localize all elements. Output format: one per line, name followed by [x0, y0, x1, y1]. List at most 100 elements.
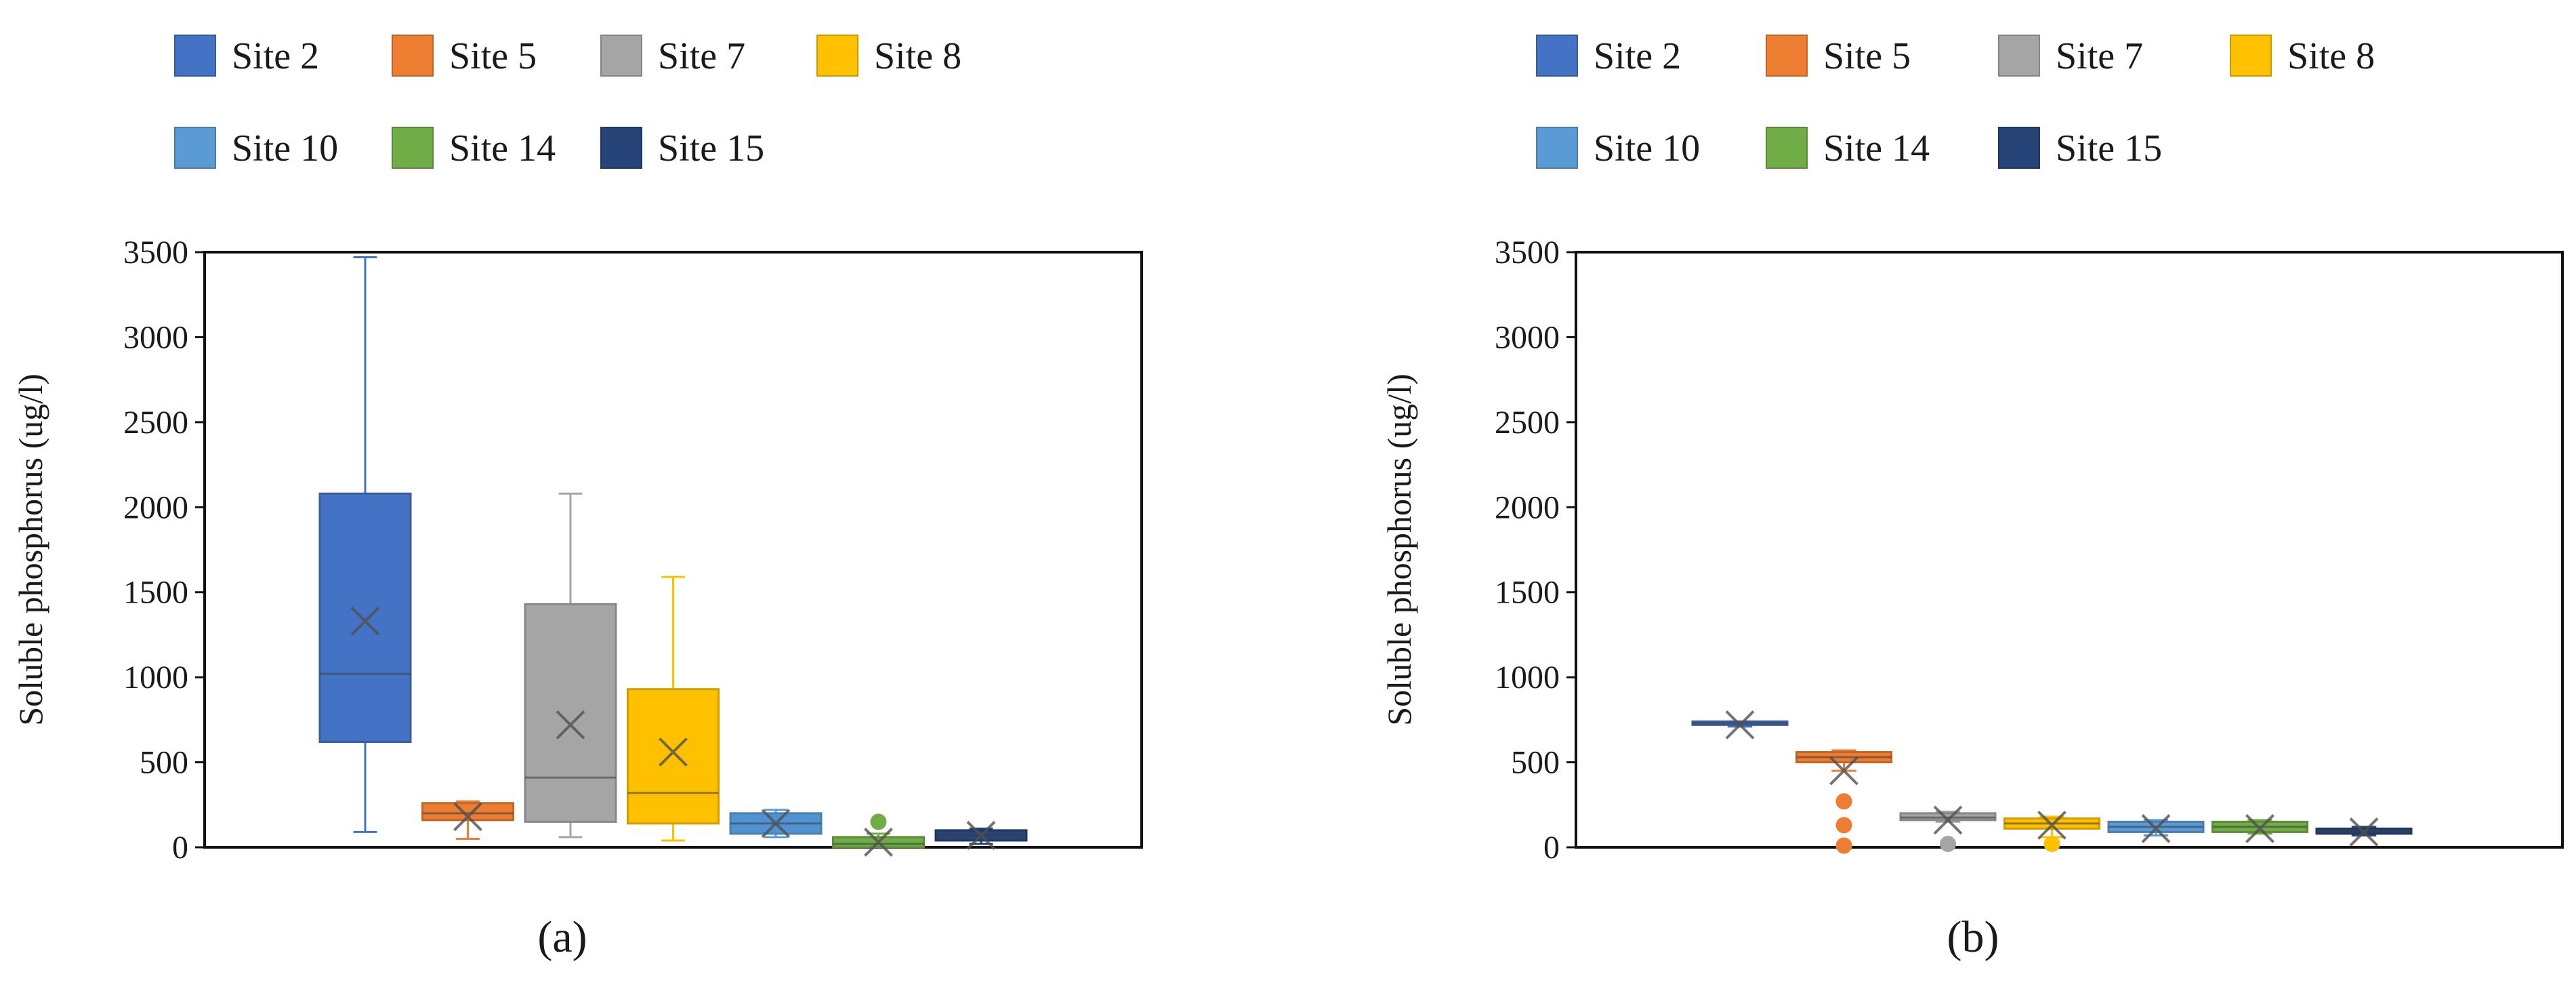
legend-swatch [600, 127, 642, 169]
y-tick-label: 0 [1543, 830, 1560, 866]
box-site-10 [2107, 813, 2205, 843]
legend-label: Site 5 [1823, 35, 1911, 77]
box-site-5 [421, 800, 514, 840]
legend-item: Site 2 [1536, 35, 1681, 77]
box-site-15 [2315, 817, 2413, 847]
legend-label: Site 15 [2056, 127, 2162, 169]
y-tick-label: 2500 [1495, 405, 1560, 441]
y-tick-label: 1000 [123, 660, 188, 695]
y-tick-label: 2500 [123, 405, 188, 441]
box-body [524, 603, 617, 823]
mean-marker [2349, 817, 2379, 847]
box-site-2 [318, 256, 412, 833]
legend-swatch [2230, 35, 2272, 77]
legend-label: Site 10 [1594, 127, 1700, 169]
legend-swatch [1536, 127, 1578, 169]
y-axis-label: Soluble phosphorus (ug/l) [1380, 373, 1418, 725]
legend-label: Site 5 [449, 35, 537, 77]
legend-label: Site 2 [232, 35, 319, 77]
legend-label: Site 7 [658, 35, 745, 77]
y-tick-label: 500 [140, 745, 188, 781]
box-site-10 [729, 809, 823, 838]
chart-panel-a: Site 2 Site 5 Site 7 Site 8 Site 10 Site 14 Si… [12, 35, 1143, 962]
legend-label: Site 8 [874, 35, 961, 77]
legend-swatch [174, 35, 216, 77]
mean-marker [966, 821, 996, 850]
mean-marker [2141, 813, 2171, 843]
y-tick-label: 3500 [123, 235, 188, 270]
legend-swatch [600, 35, 642, 77]
legend-label: Site 14 [1823, 127, 1930, 169]
legend: Site 2 Site 5 Site 7 Site 8 Site 10 Site 14 Si… [174, 35, 961, 169]
legend-item: Site 15 [600, 127, 764, 169]
outlier-point [870, 813, 887, 830]
plot-frame [203, 251, 1143, 849]
y-tick-label: 1500 [1495, 575, 1560, 611]
box-site-14 [2211, 813, 2308, 843]
legend-item: Site 5 [1766, 35, 1911, 77]
outlier-point [1835, 793, 1852, 810]
legend-swatch [1998, 127, 2040, 169]
mean-marker [2245, 813, 2274, 843]
y-tick-label: 2000 [1495, 489, 1560, 525]
legend-item: Site 7 [600, 35, 745, 77]
box-site-5 [1795, 749, 1892, 854]
legend-swatch [1766, 127, 1808, 169]
legend-label: Site 2 [1594, 35, 1681, 77]
y-tick-label: 0 [172, 830, 188, 866]
mean-marker [2037, 810, 2066, 840]
box-site-15 [934, 821, 1028, 850]
panel-label: (a) [537, 912, 587, 962]
chart-panel-b: Site 2 Site 5 Site 7 Site 8 Site 10 Site 14 Si… [1380, 35, 2564, 962]
legend-item: Site 10 [174, 127, 338, 169]
y-tick-label: 1500 [123, 575, 188, 611]
legend-item: Site 14 [392, 127, 556, 169]
outlier-point [1835, 817, 1852, 834]
mean-marker [1829, 756, 1858, 786]
legend: Site 2 Site 5 Site 7 Site 8 Site 10 Site 14 Si… [1536, 35, 2375, 169]
legend-swatch [174, 127, 216, 169]
box-site-2 [1691, 710, 1789, 740]
legend-item: Site 8 [816, 35, 961, 77]
mean-marker [864, 828, 893, 857]
y-tick-label: 3000 [123, 319, 188, 355]
box-body [318, 492, 412, 743]
mean-marker [1725, 710, 1755, 740]
mean-marker [556, 710, 585, 740]
legend-swatch [1536, 35, 1578, 77]
y-axis-label: Soluble phosphorus (ug/l) [12, 373, 49, 725]
mean-marker [659, 737, 688, 767]
legend-label: Site 8 [2287, 35, 2375, 77]
legend-item: Site 5 [392, 35, 537, 77]
outlier-point [1835, 837, 1852, 854]
box-site-7 [524, 492, 617, 838]
legend-item: Site 2 [174, 35, 319, 77]
legend-label: Site 15 [658, 127, 764, 169]
box-body [421, 802, 514, 822]
legend-item: Site 7 [1998, 35, 2143, 77]
panel-label: (b) [1947, 912, 1999, 962]
mean-marker [761, 809, 791, 838]
y-tick-label: 3000 [1495, 319, 1560, 355]
legend-item: Site 14 [1766, 127, 1930, 169]
mean-marker [350, 606, 380, 636]
y-tick-label: 1000 [1495, 660, 1560, 695]
legend-swatch [1766, 35, 1808, 77]
y-tick-label: 3500 [1495, 235, 1560, 270]
outlier-point [1940, 835, 1956, 852]
legend-swatch [392, 127, 434, 169]
legend-swatch [392, 35, 434, 77]
legend-item: Site 8 [2230, 35, 2375, 77]
mean-marker [1933, 805, 1963, 835]
mean-marker [453, 802, 482, 832]
box-site-7 [1899, 805, 1997, 852]
y-tick-label: 500 [1511, 745, 1560, 781]
legend-item: Site 10 [1536, 127, 1700, 169]
y-tick-label: 2000 [123, 489, 188, 525]
legend-label: Site 7 [2056, 35, 2143, 77]
box-body [627, 688, 720, 825]
box-site-14 [832, 813, 925, 857]
legend-label: Site 10 [232, 127, 338, 169]
legend-item: Site 15 [1998, 127, 2162, 169]
